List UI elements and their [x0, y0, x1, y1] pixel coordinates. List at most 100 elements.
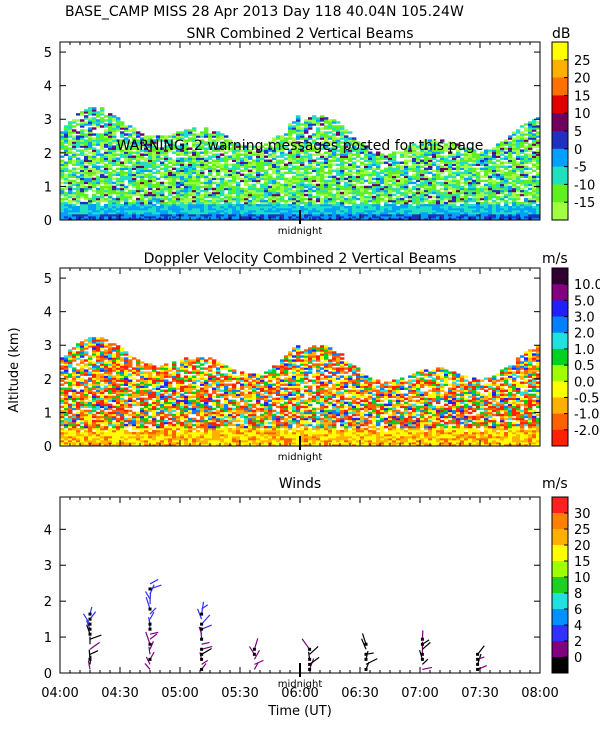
- wind-barb: [201, 659, 209, 665]
- y-tick-label: 0: [44, 214, 52, 229]
- y-tick-label: 2: [44, 147, 52, 162]
- colorbar-swatch: [552, 202, 568, 221]
- colorbar-label: 15: [574, 555, 591, 570]
- wind-point: [364, 652, 368, 656]
- wind-point: [420, 657, 424, 661]
- colorbar-swatch: [552, 131, 568, 150]
- colorbar-swatch: [552, 657, 568, 674]
- colorbar-swatch: [552, 332, 568, 350]
- y-tick-label: 4: [44, 523, 52, 538]
- wind-point: [420, 637, 424, 641]
- wind-point: [308, 657, 312, 661]
- colorbar-swatch: [552, 397, 568, 415]
- wind-barb: [201, 641, 210, 645]
- colorbar-label: 2: [574, 635, 582, 650]
- wind-barb: [149, 584, 162, 590]
- colorbar-label: 10: [574, 571, 591, 586]
- colorbar-label: 0.0: [574, 375, 595, 390]
- wind-barb: [144, 663, 151, 670]
- colorbar-label: -10: [574, 178, 595, 193]
- wind-barb: [309, 645, 319, 655]
- colorbar-label: 4: [574, 619, 582, 634]
- snr-heatmap: [60, 107, 540, 220]
- x-tick-label: 07:30: [461, 686, 498, 701]
- snr-unit: dB: [552, 26, 571, 42]
- colorbar-label: -1.0: [574, 408, 599, 423]
- warning-message: WARNING: 2 warning messages posted for t…: [117, 138, 484, 154]
- colorbar-label: 20: [574, 72, 591, 87]
- x-axis-label: Time (UT): [267, 704, 332, 719]
- wind-barb: [197, 608, 203, 620]
- y-tick-label: 3: [44, 559, 52, 574]
- wind-point: [364, 657, 368, 661]
- wind-barb: [253, 662, 259, 670]
- wind-barb: [89, 650, 99, 655]
- colorbar-label: 25: [574, 54, 591, 69]
- wind-barb: [149, 578, 159, 585]
- colorbar-label: 0.5: [574, 359, 595, 374]
- wind-barb: [254, 659, 264, 665]
- wind-barb: [149, 641, 154, 650]
- winds-plot-frame: [59, 496, 541, 674]
- midnight-label: midnight: [278, 679, 323, 690]
- y-tick-label: 2: [44, 595, 52, 610]
- wind-point: [148, 627, 152, 631]
- colorbar-label: 10.0: [574, 278, 600, 293]
- wind-point: [420, 642, 424, 646]
- colorbar-swatch: [552, 348, 568, 366]
- wind-point: [308, 662, 312, 666]
- wind-barb: [361, 638, 367, 650]
- colorbar-swatch: [552, 641, 568, 658]
- colorbar-swatch: [552, 365, 568, 382]
- wind-barb: [309, 656, 320, 665]
- colorbar-swatch: [552, 284, 568, 301]
- wind-point: [88, 627, 92, 631]
- y-tick-label: 0: [44, 667, 52, 682]
- x-tick-label: 05:30: [221, 686, 258, 701]
- colorbar-label: 15: [574, 89, 591, 104]
- y-tick-label: 3: [44, 113, 52, 128]
- wind-point: [200, 652, 204, 656]
- colorbar-swatch: [552, 300, 568, 318]
- colorbar-swatch: [552, 429, 568, 447]
- wind-point: [200, 627, 204, 631]
- wind-point: [308, 647, 312, 651]
- colorbar-label: -0.5: [574, 391, 599, 406]
- colorbar-swatch: [552, 381, 568, 398]
- colorbar-label: 3.0: [574, 311, 595, 326]
- colorbar-label: 25: [574, 523, 591, 538]
- doppler-axes: 0 1 2 3 4 5 midnight: [44, 268, 541, 463]
- wind-barb: [309, 658, 315, 670]
- wind-point: [252, 652, 256, 656]
- wind-barb: [421, 658, 429, 665]
- wind-point: [200, 657, 204, 661]
- wind-point: [148, 642, 152, 646]
- wind-barb: [145, 631, 151, 645]
- midnight-label: midnight: [278, 452, 323, 463]
- y-tick-label: 1: [44, 631, 52, 646]
- wind-barb: [361, 633, 367, 645]
- winds-unit: m/s: [542, 476, 568, 492]
- wind-barb: [149, 631, 159, 635]
- colorbar-frame: [551, 267, 569, 447]
- colorbar-label: -2.0: [574, 424, 599, 439]
- wind-point: [200, 622, 204, 626]
- wind-barb: [365, 658, 378, 665]
- colorbar-swatch: [552, 609, 568, 626]
- doppler-title: Doppler Velocity Combined 2 Vertical Bea…: [144, 251, 457, 267]
- colorbar-label: -5: [574, 161, 587, 176]
- colorbar-swatch: [552, 148, 568, 168]
- colorbar-swatch: [552, 113, 568, 132]
- x-tick-label: 04:30: [101, 686, 138, 701]
- snr-colorbar: 25 20 15 10 5 0 -5 -10 -15: [551, 41, 595, 221]
- snr-axes: 0 1 2 3 4 5 midnight: [44, 42, 541, 237]
- wind-barb: [201, 645, 213, 650]
- midnight-label: midnight: [278, 226, 323, 237]
- colorbar-label: 5.0: [574, 294, 595, 309]
- y-axis-label: Altitude (km): [7, 327, 22, 412]
- colorbar-swatch: [552, 625, 568, 642]
- y-tick-label: 1: [44, 406, 52, 421]
- wind-barb: [145, 656, 151, 665]
